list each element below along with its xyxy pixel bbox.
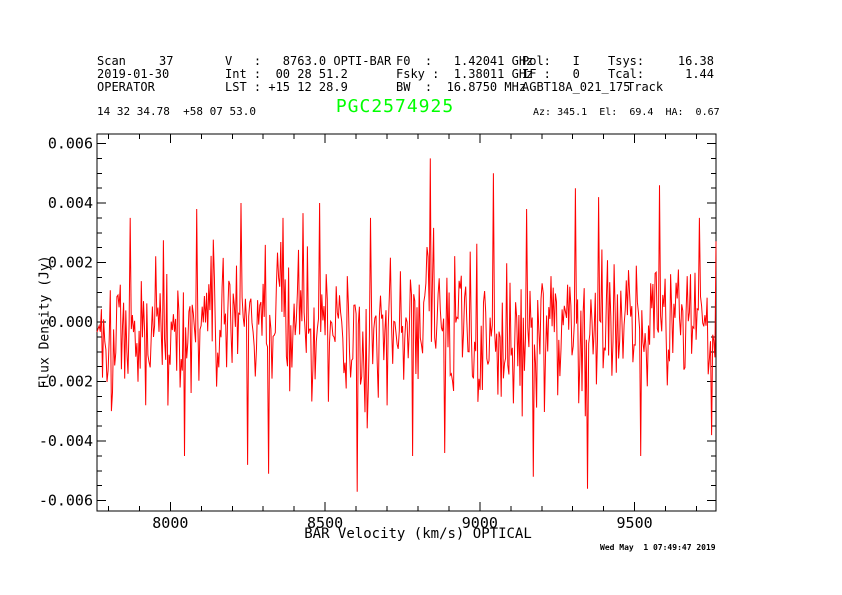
x-axis-label: BAR Velocity (km/s) OPTICAL	[304, 526, 532, 542]
header-project: AGBT18A_021_175	[522, 80, 631, 94]
svg-text:0.006: 0.006	[48, 135, 93, 153]
svg-text:-0.006: -0.006	[39, 492, 93, 510]
header-date: 2019-01-30	[97, 67, 170, 81]
y-axis-label: Flux Density (Jy)	[37, 255, 53, 389]
header-fsky: Fsky : 1.38011 GHz	[396, 67, 534, 81]
header-scan-label: Scan	[97, 54, 126, 68]
svg-text:0.004: 0.004	[48, 194, 93, 212]
svg-text:8000: 8000	[152, 514, 188, 532]
svg-text:9000: 9000	[462, 514, 498, 532]
svg-text:8500: 8500	[307, 514, 343, 532]
header-tsys-label: Tsys:	[608, 54, 645, 68]
header-tsys-value: 16.38	[677, 54, 714, 68]
header-bandwidth: BW : 16.8750 MHz	[396, 80, 527, 94]
header-f0: F0 : 1.42041 GHz	[396, 54, 534, 68]
header-lst: LST : +15 12 28.9	[225, 80, 348, 94]
svg-text:0.000: 0.000	[48, 313, 93, 331]
header-if: IF : 0	[522, 67, 580, 81]
header-procedure: Track	[627, 80, 664, 94]
header-operator: OPERATOR	[97, 80, 155, 94]
header-integration: Int : 00 28 51.2	[225, 67, 348, 81]
svg-text:-0.002: -0.002	[39, 373, 93, 391]
timestamp: Wed May 1 07:49:47 2019	[600, 543, 716, 552]
source-azelha: Az: 345.1 El: 69.4 HA: 0.67	[533, 107, 720, 118]
header-tcal-value: 1.44	[685, 67, 714, 81]
svg-text:-0.004: -0.004	[39, 432, 93, 450]
header-velocity: V : 8763.0 OPTI-BAR	[225, 54, 392, 68]
header-tcal-label: Tcal:	[608, 67, 645, 81]
svg-text:0.002: 0.002	[48, 254, 93, 272]
source-name: PGC2574925	[335, 96, 455, 117]
svg-text:9500: 9500	[617, 514, 653, 532]
header-pol: Pol: I	[522, 54, 580, 68]
header-scan-value: 37	[159, 54, 174, 68]
source-coordinates: 14 32 34.78 +58 07 53.0	[97, 105, 256, 118]
